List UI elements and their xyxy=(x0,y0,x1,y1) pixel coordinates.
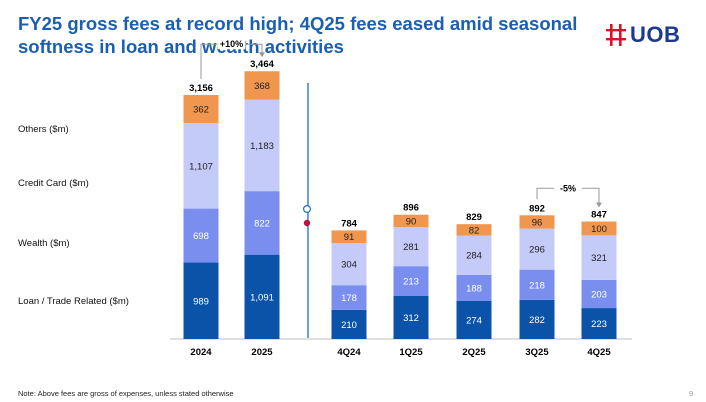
bar-segment-2025-1 xyxy=(244,191,280,255)
bar-segment-2024-0 xyxy=(183,262,219,339)
data-label: 210 xyxy=(341,320,357,331)
data-label: 223 xyxy=(591,319,607,330)
data-label: 1,107 xyxy=(189,161,213,172)
growth-arrow-head xyxy=(259,52,265,58)
data-label: 282 xyxy=(529,315,545,326)
data-label: 698 xyxy=(193,231,209,242)
bar-segment-3q25-1 xyxy=(519,269,555,300)
bar-segment-2024-3 xyxy=(183,95,219,124)
bar-segment-2025-3 xyxy=(244,71,280,100)
data-label: 368 xyxy=(254,81,270,92)
bar-segment-1q25-3 xyxy=(393,214,429,228)
data-label: 362 xyxy=(193,105,209,116)
data-label: 213 xyxy=(403,276,419,287)
total-label: 892 xyxy=(529,203,545,214)
bar-segment-2024-2 xyxy=(183,123,219,209)
data-label: 296 xyxy=(529,245,545,256)
data-label: 1,183 xyxy=(250,141,274,152)
legend-label-wealth: Wealth ($m) xyxy=(18,238,70,249)
data-label: 321 xyxy=(591,253,607,264)
data-label: 274 xyxy=(466,315,482,326)
data-label: 91 xyxy=(344,232,355,243)
category-label: 2024 xyxy=(190,347,212,358)
divider-marker-filled xyxy=(303,219,311,227)
legend-label-loan-trade: Loan / Trade Related ($m) xyxy=(18,296,129,307)
uob-logo: UOB xyxy=(606,20,686,50)
category-label: 1Q25 xyxy=(399,347,423,358)
legend-label-credit-card: Credit Card ($m) xyxy=(18,178,89,189)
bar-segment-3q25-2 xyxy=(519,228,555,270)
total-label: 896 xyxy=(403,203,419,214)
data-label: 304 xyxy=(341,260,357,271)
divider-marker-outline xyxy=(303,205,312,214)
bar-segment-1q25-2 xyxy=(393,227,429,267)
bar-segment-4q24-1 xyxy=(331,285,367,310)
data-label: 188 xyxy=(466,283,482,294)
bar-segment-4q24-2 xyxy=(331,243,367,286)
bar-segment-2025-0 xyxy=(244,254,280,339)
category-label: 4Q25 xyxy=(587,347,611,358)
bar-segment-2q25-0 xyxy=(456,300,492,339)
data-label: 203 xyxy=(591,289,607,300)
category-label: 2025 xyxy=(251,347,273,358)
growth-label: +10% xyxy=(220,39,243,49)
total-label: 3,156 xyxy=(189,83,213,94)
data-label: 1,091 xyxy=(250,292,274,303)
bar-segment-1q25-1 xyxy=(393,266,429,296)
growth-label-bg xyxy=(217,37,246,50)
data-label: 218 xyxy=(529,280,545,291)
growth-label: -5% xyxy=(560,183,576,193)
bar-segment-4q24-0 xyxy=(331,309,367,339)
data-label: 96 xyxy=(532,217,543,228)
bar-segment-3q25-3 xyxy=(519,215,555,229)
growth-label-bg xyxy=(554,181,582,194)
total-label: 829 xyxy=(466,212,482,223)
page-number: 9 xyxy=(689,389,694,398)
bar-segment-4q24-3 xyxy=(331,230,367,244)
data-label: 989 xyxy=(193,296,209,307)
bar-segment-1q25-0 xyxy=(393,295,429,339)
data-label: 284 xyxy=(466,251,482,262)
total-label: 784 xyxy=(341,218,358,229)
bar-segment-3q25-0 xyxy=(519,299,555,339)
legend-label-others: Others ($m) xyxy=(18,124,69,135)
logo-text: UOB xyxy=(630,22,681,47)
bar-segment-2q25-1 xyxy=(456,274,492,301)
uob-logo-icon xyxy=(606,24,626,46)
total-label: 847 xyxy=(591,210,607,221)
bar-segment-4q25-3 xyxy=(581,221,617,236)
data-label: 822 xyxy=(254,218,270,229)
data-label: 312 xyxy=(403,313,419,324)
data-label: 90 xyxy=(406,216,417,227)
bar-segment-4q25-0 xyxy=(581,308,617,339)
data-label: 281 xyxy=(403,242,419,253)
category-label: 3Q25 xyxy=(525,347,549,358)
category-label: 4Q24 xyxy=(337,347,361,358)
bar-segment-2024-1 xyxy=(183,208,219,263)
category-label: 2Q25 xyxy=(462,347,486,358)
bar-segment-4q25-2 xyxy=(581,235,617,280)
footnote: Note: Above fees are gross of expenses, … xyxy=(18,389,234,398)
bar-segment-2q25-2 xyxy=(456,235,492,275)
bar-segment-4q25-1 xyxy=(581,279,617,309)
data-label: 82 xyxy=(469,225,480,236)
total-label: 3,464 xyxy=(250,59,274,70)
data-label: 100 xyxy=(591,224,607,235)
growth-arrow-head xyxy=(596,202,602,208)
bar-segment-2q25-3 xyxy=(456,224,492,236)
data-label: 178 xyxy=(341,293,357,304)
bar-segment-2025-2 xyxy=(244,99,280,192)
